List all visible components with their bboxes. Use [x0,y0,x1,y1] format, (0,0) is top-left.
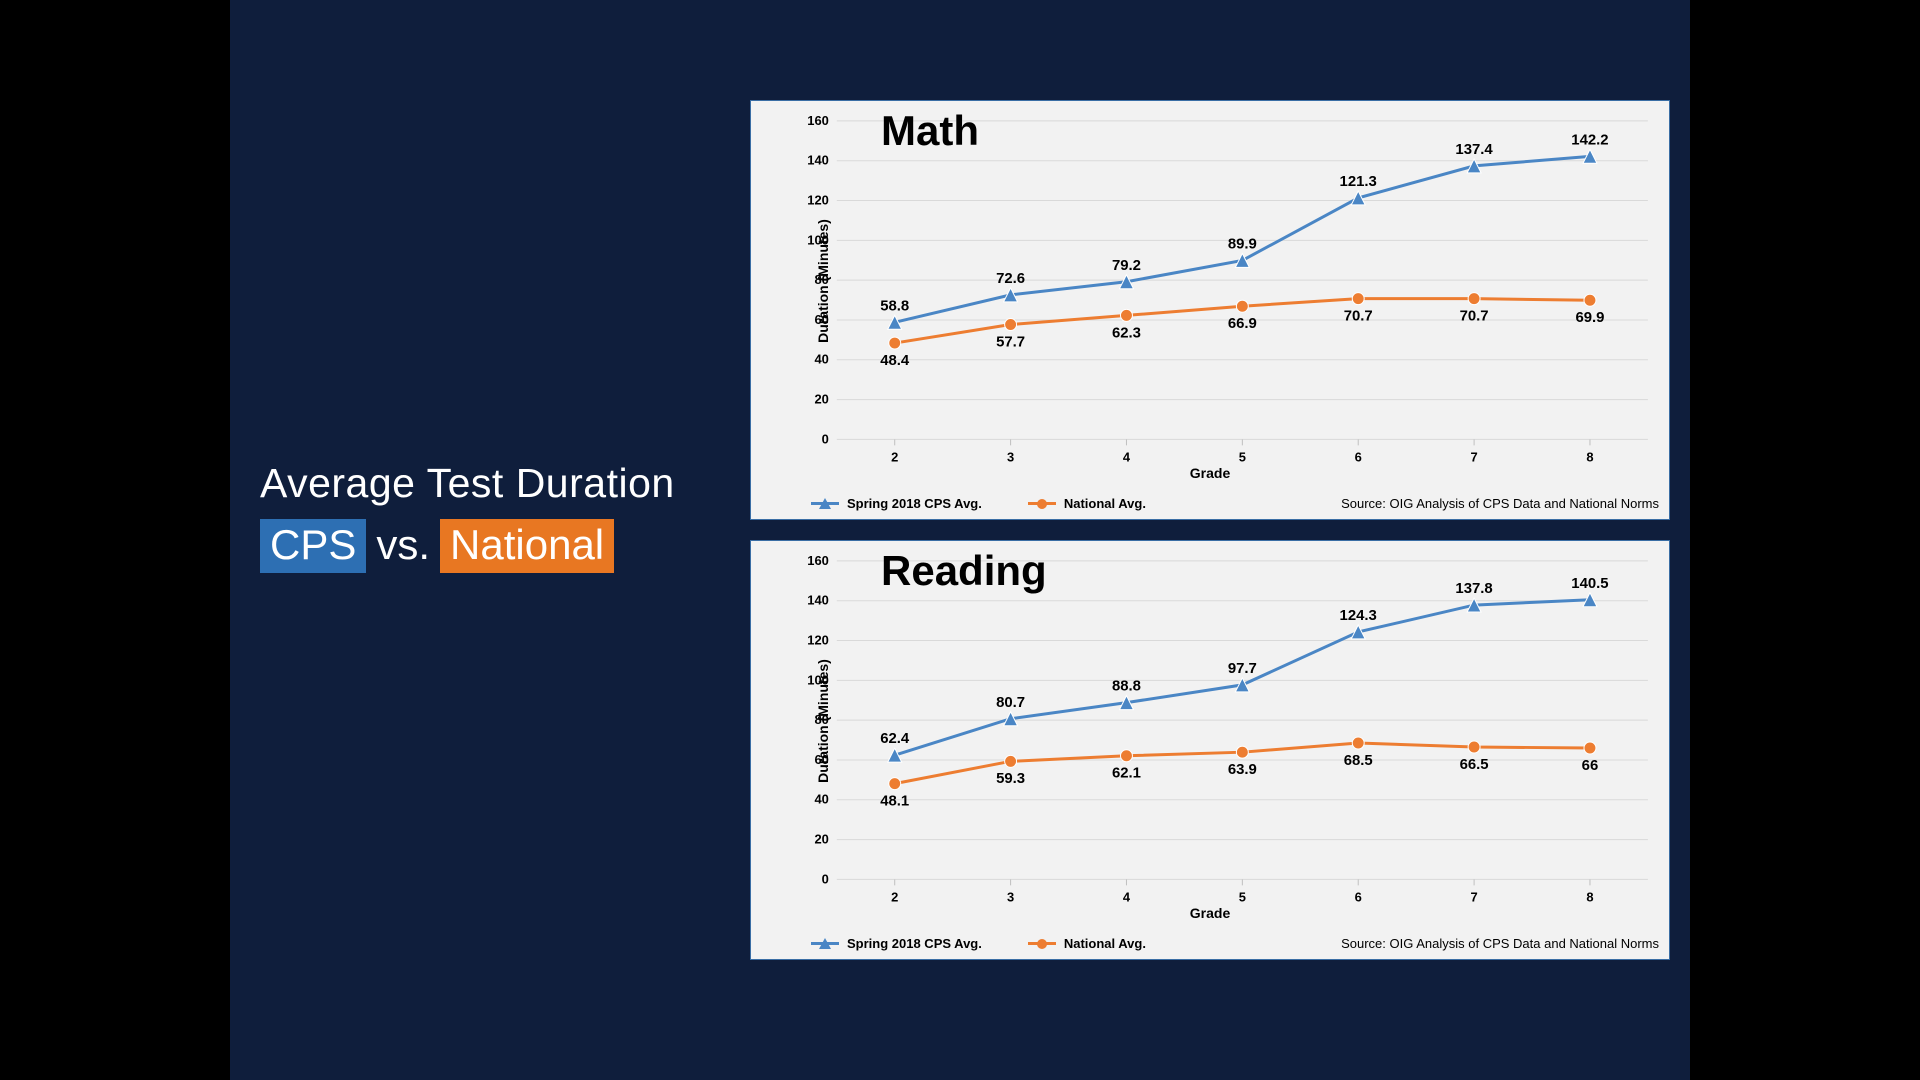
source-text: Source: OIG Analysis of CPS Data and Nat… [1341,936,1659,951]
svg-text:140: 140 [807,593,829,608]
svg-text:6: 6 [1355,889,1362,904]
svg-text:20: 20 [814,832,828,847]
svg-text:40: 40 [814,792,828,807]
svg-text:3: 3 [1007,889,1014,904]
svg-text:142.2: 142.2 [1571,131,1608,148]
slide-title-block: Average Test Duration CPSvs.National [260,460,730,573]
legend-row: Spring 2018 CPS Avg. National Avg. Source:… [811,936,1659,951]
svg-text:40: 40 [814,352,828,367]
svg-text:79.2: 79.2 [1112,257,1141,274]
svg-text:0: 0 [822,431,829,446]
svg-text:20: 20 [814,392,828,407]
vs-text: vs. [366,521,440,568]
svg-text:120: 120 [807,193,829,208]
svg-text:120: 120 [807,633,829,648]
svg-text:63.9: 63.9 [1228,761,1257,778]
svg-text:70.7: 70.7 [1344,308,1373,325]
svg-text:62.1: 62.1 [1112,765,1141,782]
svg-text:48.1: 48.1 [880,793,909,810]
svg-text:121.3: 121.3 [1340,173,1377,190]
y-axis-label: Duration (Minutes) [815,219,831,343]
svg-text:97.7: 97.7 [1228,660,1257,677]
svg-text:140: 140 [807,153,829,168]
y-axis-label: Duration (Minutes) [815,659,831,783]
svg-text:5: 5 [1239,889,1246,904]
svg-text:7: 7 [1470,889,1477,904]
charts-container: 020406080100120140160234567848.457.762.3… [750,100,1670,980]
svg-text:59.3: 59.3 [996,770,1025,787]
title-line-2: CPSvs.National [260,519,730,573]
reading-chart-panel: 020406080100120140160234567848.159.362.1… [750,540,1670,960]
svg-text:70.7: 70.7 [1460,308,1489,325]
legend-cps: Spring 2018 CPS Avg. [847,936,982,951]
legend-row: Spring 2018 CPS Avg. National Avg. Source:… [811,496,1659,511]
legend-national: National Avg. [1064,496,1146,511]
svg-text:66: 66 [1582,757,1599,774]
svg-text:4: 4 [1123,449,1131,464]
svg-text:160: 160 [807,553,829,568]
legend-cps: Spring 2018 CPS Avg. [847,496,982,511]
svg-text:69.9: 69.9 [1575,309,1604,326]
svg-text:3: 3 [1007,449,1014,464]
svg-text:8: 8 [1586,449,1593,464]
svg-text:62.3: 62.3 [1112,324,1141,341]
svg-text:6: 6 [1355,449,1362,464]
legend-national: National Avg. [1064,936,1146,951]
svg-text:68.5: 68.5 [1344,752,1373,769]
math-chart-title: Math [881,107,979,155]
svg-text:58.8: 58.8 [880,297,909,314]
title-line-1: Average Test Duration [260,460,730,507]
svg-text:2: 2 [891,889,898,904]
source-text: Source: OIG Analysis of CPS Data and Nat… [1341,496,1659,511]
svg-text:5: 5 [1239,449,1246,464]
svg-text:137.4: 137.4 [1455,141,1493,158]
slide-background: Average Test Duration CPSvs.National 020… [230,0,1690,1080]
svg-text:66.5: 66.5 [1460,756,1489,773]
svg-text:80.7: 80.7 [996,694,1025,711]
svg-text:72.6: 72.6 [996,270,1025,287]
svg-text:89.9: 89.9 [1228,235,1257,252]
svg-text:140.5: 140.5 [1571,575,1608,592]
svg-text:57.7: 57.7 [996,333,1025,350]
math-chart-panel: 020406080100120140160234567848.457.762.3… [750,100,1670,520]
svg-text:137.8: 137.8 [1455,580,1492,597]
svg-text:66.9: 66.9 [1228,315,1257,332]
svg-text:62.4: 62.4 [880,730,910,747]
svg-text:2: 2 [891,449,898,464]
svg-text:4: 4 [1123,889,1131,904]
national-badge: National [440,519,614,573]
svg-text:48.4: 48.4 [880,352,910,369]
svg-text:88.8: 88.8 [1112,678,1141,695]
svg-text:124.3: 124.3 [1340,607,1377,624]
svg-text:160: 160 [807,113,829,128]
svg-text:8: 8 [1586,889,1593,904]
x-axis-label: Grade [1190,905,1230,921]
svg-text:0: 0 [822,871,829,886]
reading-chart-title: Reading [881,547,1047,595]
x-axis-label: Grade [1190,465,1230,481]
svg-text:7: 7 [1470,449,1477,464]
cps-badge: CPS [260,519,366,573]
